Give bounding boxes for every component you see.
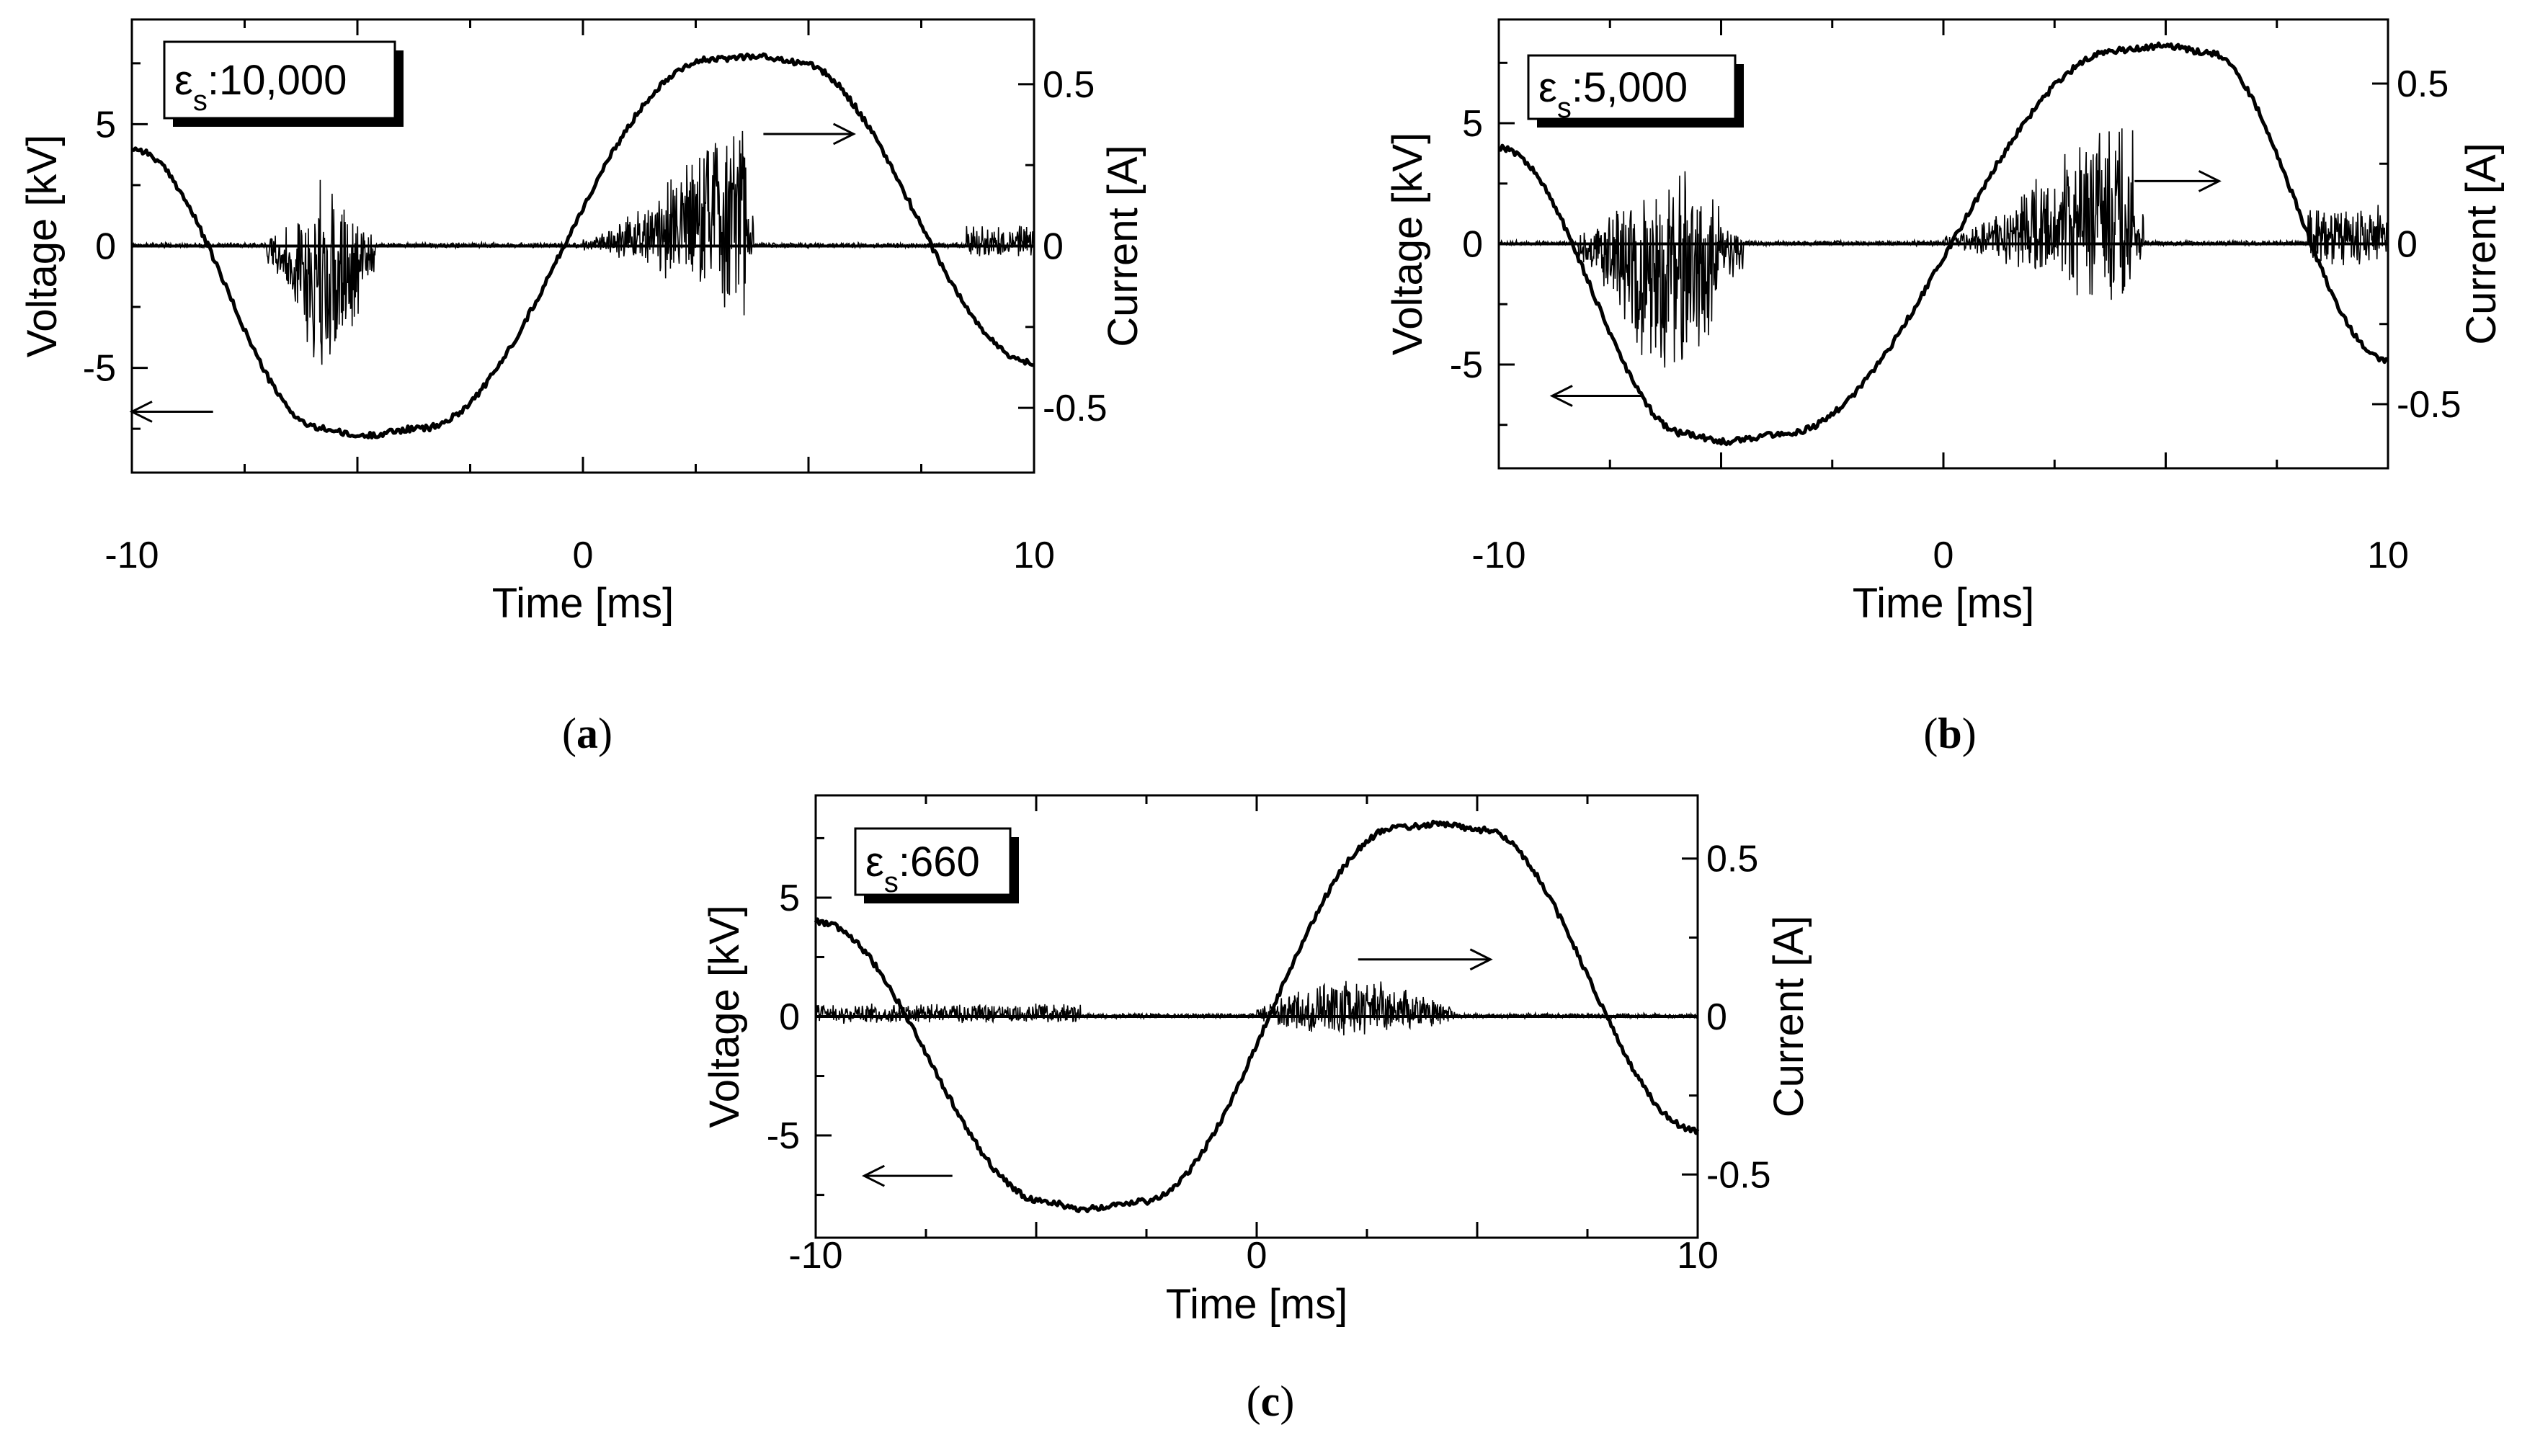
panel-a-x-tick-label: -10	[104, 535, 159, 576]
panel-b-ylabel-right: Current [A]	[2458, 143, 2505, 344]
panel-c-caption: (c)	[1247, 1377, 1295, 1425]
panel-a-x-tick-label: 10	[1013, 535, 1055, 576]
panel-c-xlabel: Time [ms]	[1166, 1281, 1347, 1328]
panel-c-voltage-arrow-head	[861, 1164, 885, 1187]
panel-b-y-left-tick-label: 5	[1462, 103, 1483, 145]
panel-b-x-tick-label: 0	[1933, 535, 1954, 576]
panel-a-y-right-tick-label: -0.5	[1043, 388, 1108, 429]
panel-b-y-left-tick-label: 0	[1462, 224, 1483, 266]
panel-a-voltage-arrow-head	[129, 401, 153, 423]
panel-a-y-left-tick-label: 0	[95, 226, 116, 268]
panel-b: Voltage [kV] Current [A] Time [ms] (b) -…	[1384, 18, 2505, 757]
panel-b-y-right-tick-label: 0	[2397, 224, 2418, 266]
panel-c-voltage-series	[814, 819, 1700, 1213]
panel-b-current-series	[1498, 128, 2389, 368]
panel-a-caption: (a)	[562, 710, 612, 757]
panel-a-voltage-series	[131, 52, 1035, 439]
panel-a-y-right-tick-label: 0.5	[1043, 64, 1095, 106]
panel-a-y-left-tick-label: 5	[95, 104, 116, 146]
panel-a: Voltage [kV] Current [A] Time [ms] (a) -…	[19, 18, 1146, 757]
panel-a-current-series	[131, 130, 1035, 365]
panel-a-ylabel-left: Voltage [kV]	[19, 135, 66, 358]
panel-b-legend-box: εs:5,000	[1527, 54, 1744, 128]
panel-c-legend-box: εs:660	[854, 827, 1019, 903]
panel-c-y-right-tick-label: 0	[1706, 996, 1727, 1038]
panel-c-current-series	[815, 981, 1698, 1036]
panel-b-x-tick-label: -10	[1471, 535, 1525, 576]
panel-b-xlabel: Time [ms]	[1853, 580, 2034, 627]
panel-c-ylabel-right: Current [A]	[1765, 916, 1812, 1117]
panel-a-ylabel-right: Current [A]	[1100, 145, 1146, 347]
panel-b-ylabel-left: Voltage [kV]	[1384, 133, 1431, 356]
panel-a-y-left-tick-label: -5	[83, 348, 116, 390]
panel-b-x-tick-label: 10	[2367, 535, 2409, 576]
panel-c-y-right-tick-label: 0.5	[1706, 839, 1758, 880]
panel-a-legend-box: εs:10,000	[163, 40, 404, 127]
panel-c-y-right-tick-label: -0.5	[1706, 1154, 1771, 1196]
panel-a-legend-frame	[163, 40, 396, 120]
panel-c-y-left-tick-label: 0	[779, 996, 800, 1038]
panel-b-legend-frame	[1527, 54, 1737, 120]
panel-c-x-tick-label: -10	[788, 1235, 842, 1277]
panel-c-ylabel-left: Voltage [kV]	[701, 905, 748, 1128]
panel-c-x-tick-label: 0	[1247, 1235, 1268, 1277]
panel-c: Voltage [kV] Current [A] Time [ms] (c) -…	[701, 794, 1812, 1425]
panel-a-current-arrow-head	[832, 122, 856, 146]
panel-b-legend-label: εs:5,000	[1538, 64, 1688, 124]
panel-b-current-arrow-head	[2198, 170, 2222, 192]
panel-c-y-left-tick-label: -5	[767, 1115, 800, 1157]
panel-a-legend-label: εs:10,000	[174, 57, 347, 117]
panel-b-voltage-series	[1497, 41, 2389, 447]
panel-c-y-left-tick-label: 5	[779, 877, 800, 919]
panel-a-y-right-tick-label: 0	[1043, 226, 1064, 268]
panel-b-voltage-arrow-head	[1549, 385, 1573, 407]
panel-c-legend-label: εs:660	[865, 839, 980, 898]
panel-c-x-tick-label: 10	[1677, 1235, 1719, 1277]
panel-c-legend-frame	[854, 827, 1012, 896]
panel-a-xlabel: Time [ms]	[492, 580, 674, 627]
panel-b-caption: (b)	[1923, 710, 1976, 757]
panel-b-y-right-tick-label: -0.5	[2397, 384, 2462, 426]
panel-b-y-left-tick-label: -5	[1450, 344, 1483, 386]
panel-a-x-tick-label: 0	[573, 535, 594, 576]
panel-c-current-arrow-head	[1469, 948, 1493, 971]
panel-b-y-right-tick-label: 0.5	[2397, 63, 2449, 105]
